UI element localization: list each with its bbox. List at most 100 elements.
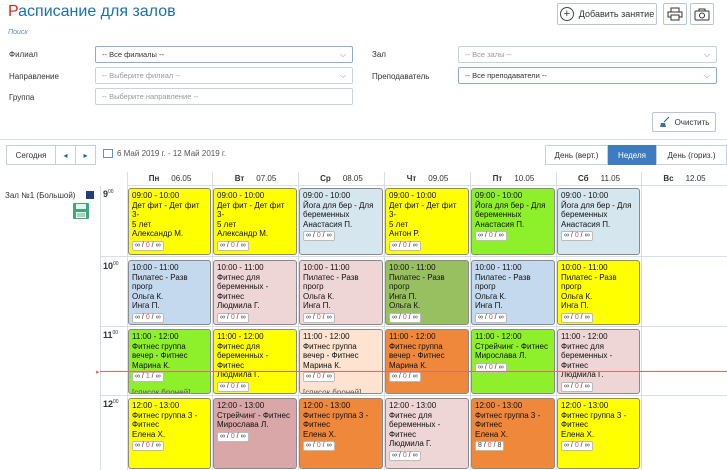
event-time: 10:00 - 11:00 [389, 263, 436, 272]
event-line: вечер - Фитнес [389, 351, 445, 361]
hall-select[interactable]: -- Все залы -- ⌵ [458, 46, 717, 63]
chevron-right-icon: ▸ [83, 150, 88, 160]
schedule-event[interactable]: 12:00 - 13:00 Фитнес для беременных - Фитн… [385, 398, 469, 469]
event-line: Пилатес - Разв [475, 272, 531, 282]
schedule-event[interactable]: 10:00 - 11:00 Фитнес для беременных - Фитн… [213, 260, 297, 325]
event-capacity-badge: ∞ / 0 / ∞ [475, 362, 507, 373]
group-select[interactable]: -- Выберите направление -- [95, 88, 353, 105]
event-capacity-badge: ∞ / 0 / ∞ [217, 431, 249, 442]
day-name: Сб [577, 174, 589, 183]
event-line: Мирослава Л. [217, 420, 269, 430]
view-day-horizontal-button[interactable]: День (гориз.) [656, 145, 727, 165]
event-line: Марина К. [132, 360, 171, 370]
event-time: 12:00 - 13:00 [132, 401, 180, 410]
event-line: Елена Х. [132, 429, 166, 439]
schedule-event[interactable]: 10:00 - 11:00 Пилатес - Разв прогр Ольга К.… [128, 260, 211, 325]
event-time: 11:00 - 12:00 [475, 332, 522, 341]
schedule-event[interactable]: 11:00 - 12:00 Фитнес группа вечер - Фитнес… [385, 329, 469, 394]
schedule-event[interactable]: 09:00 - 10:00 Дет фит - Дет фит 3- 5 лет Ан… [385, 188, 469, 255]
day-header-6: Вс 12.05 [641, 172, 727, 186]
schedule-event[interactable]: 09:00 - 10:00 Йога для бер - Для беременны… [299, 188, 383, 255]
event-line: Антон Р. [389, 229, 420, 239]
schedule-event[interactable]: 09:00 - 10:00 Йога для бер - Для беременны… [471, 188, 555, 255]
day-name: Вт [234, 174, 245, 183]
event-line: Анастасия П. [303, 219, 353, 229]
day-header-2: Ср 08.05 [298, 172, 384, 186]
teacher-select[interactable]: -- Все преподаватели -- ⌵ [458, 67, 717, 84]
event-time: 12:00 - 13:00 [561, 401, 609, 410]
view-day-vertical-button[interactable]: День (верт.) [545, 145, 608, 165]
branch-select[interactable]: -- Все филиалы -- ⌵ [95, 46, 353, 63]
event-line: Инга П. [303, 301, 331, 311]
event-time: 11:00 - 12:00 [561, 332, 608, 341]
today-button[interactable]: Сегодня [6, 145, 56, 165]
hour-label: 1100 [103, 330, 119, 340]
date-range[interactable]: 6 Май 2019 г. - 12 Май 2019 г. [103, 149, 226, 158]
schedule-event[interactable]: 11:00 - 12:00 Фитнес группа вечер - Фитнес… [299, 329, 383, 394]
chevron-down-icon: ⌵ [339, 71, 346, 80]
event-line: Фитнес группа [389, 341, 443, 351]
event-capacity-badge: ∞ / 0 / ∞ [561, 231, 593, 242]
schedule-event[interactable]: 11:00 - 12:00 Фитнес для беременных - Фитн… [213, 329, 297, 394]
event-line: Фитнес [561, 420, 589, 430]
schedule-event[interactable]: 10:00 - 11:00 Пилатес - Разв прогр Ольга К.… [557, 260, 640, 325]
clear-filters-button[interactable]: Очистить [652, 112, 716, 132]
event-line: Анастасия П. [475, 219, 525, 229]
add-class-button[interactable]: + Добавить занятие [557, 3, 657, 25]
clear-filters-label: Очистить [674, 117, 710, 127]
schedule-event[interactable]: 11:00 - 12:00 Фитнес группа вечер - Фитнес… [128, 329, 211, 394]
camera-button[interactable] [690, 3, 714, 25]
event-line: беременных - Фитнес [389, 420, 441, 439]
event-capacity-badge: 8 / 0 / 8 [475, 441, 505, 452]
event-line: Дет фит - Дет фит 3- [217, 200, 285, 220]
event-line: 5 лет [132, 219, 152, 229]
schedule-event[interactable]: 12:00 - 13:00 Фитнес группа 3 - Фитнес Елен… [128, 398, 211, 469]
event-capacity-badge: ∞ / 0 / ∞ [561, 312, 593, 323]
event-line: Ольга К. [303, 291, 335, 301]
schedule-event[interactable]: 09:00 - 10:00 Йога для бер - Для беременны… [557, 188, 640, 255]
chevron-down-icon: ⌵ [703, 71, 710, 80]
hour-label: 900 [103, 189, 114, 199]
event-time: 10:00 - 11:00 [132, 263, 179, 272]
schedule-event[interactable]: 12:00 - 13:00 Фитнес группа 3 - Фитнес Елен… [299, 398, 383, 469]
event-line: Анастасия П. [561, 219, 611, 229]
schedule-event[interactable]: 11:00 - 12:00 Стрейчинг - Фитнес Мирослава… [471, 329, 555, 394]
event-bookings-link[interactable]: [список броней] [132, 388, 191, 394]
branch-label: Филиал [9, 50, 38, 59]
event-line: прогр [132, 282, 153, 292]
search-link[interactable]: Поиск [8, 29, 28, 36]
event-time: 09:00 - 10:00 [389, 191, 437, 200]
event-capacity-badge: ∞ / 0 / ∞ [389, 450, 421, 461]
event-line: Фитнес группа 3 - [303, 410, 369, 420]
schedule-event[interactable]: 09:00 - 10:00 Дет фит - Дет фит 3- 5 лет Ал… [213, 188, 297, 255]
event-line: Дет фит - Дет фит 3- [132, 200, 200, 220]
direction-select[interactable]: -- Выберите филиал -- ⌵ [95, 67, 353, 84]
day-date: 11.05 [600, 174, 621, 183]
event-capacity-badge: ∞ / 0 / ∞ [561, 381, 593, 392]
day-date: 09.05 [428, 174, 449, 183]
next-week-button[interactable]: ▸ [75, 145, 96, 165]
print-button[interactable] [663, 3, 687, 25]
schedule-event[interactable]: 12:00 - 13:00 Фитнес группа 3 - Фитнес Елен… [471, 398, 555, 469]
day-header-5: Сб 11.05 [556, 172, 641, 186]
prev-week-button[interactable]: ◂ [55, 145, 76, 165]
event-line: Ольга К. [132, 291, 164, 301]
schedule-event[interactable]: 12:00 - 13:00 Фитнес группа 3 - Фитнес Елен… [557, 398, 640, 469]
event-time: 10:00 - 11:00 [475, 263, 522, 272]
event-bookings-link[interactable]: [список броней] [303, 388, 362, 394]
view-week-button[interactable]: Неделя [608, 145, 656, 165]
schedule-event[interactable]: 09:00 - 10:00 Дет фит - Дет фит 3- 5 лет Ал… [128, 188, 211, 255]
event-line: Елена Х. [303, 429, 337, 439]
schedule-event[interactable]: 10:00 - 11:00 Пилатес - Разв прогр Ольга К.… [299, 260, 383, 325]
schedule-event[interactable]: 10:00 - 11:00 Пилатес - Разв прогр Ольга К.… [471, 260, 555, 325]
schedule-event[interactable]: 10:00 - 11:00 Пилатес - Разв прогр Инга П. О… [385, 260, 469, 325]
save-icon[interactable] [72, 202, 90, 220]
schedule-event[interactable]: 12:00 - 13:00 Стрейчинг - Фитнес Мирослава… [213, 398, 297, 469]
event-time: 09:00 - 10:00 [132, 191, 180, 200]
direction-label: Направление [9, 72, 59, 81]
event-capacity-badge: ∞ / 0 / ∞ [132, 240, 164, 251]
event-line: Фитнес группа 3 - [132, 410, 198, 420]
add-class-label: Добавить занятие [578, 9, 655, 19]
schedule-event[interactable]: 11:00 - 12:00 Фитнес для беременных - Фитн… [557, 329, 640, 394]
calendar-icon [103, 149, 113, 158]
